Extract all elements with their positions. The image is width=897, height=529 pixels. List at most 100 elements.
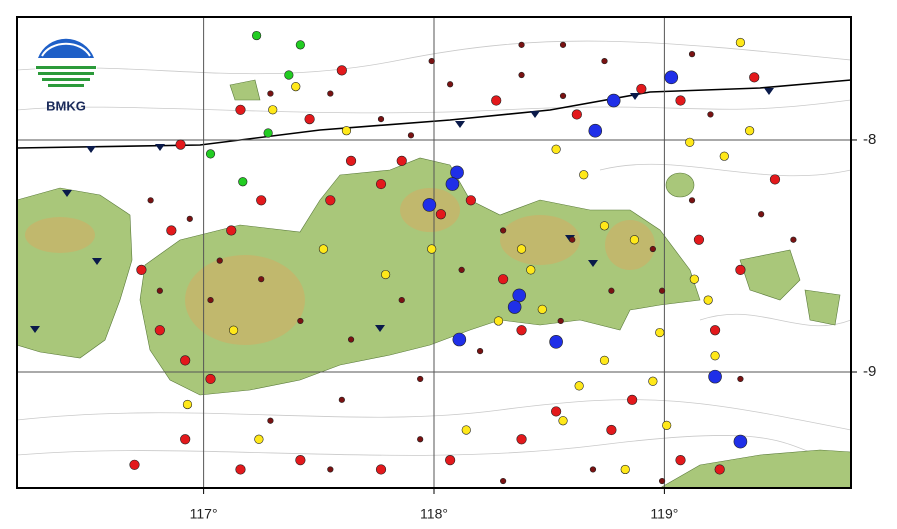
epicenter (137, 265, 147, 275)
epicenter (256, 195, 266, 205)
epicenter (650, 246, 656, 252)
epicenter (255, 435, 264, 444)
epicenter (637, 84, 647, 94)
epicenter (446, 178, 459, 191)
epicenter (296, 41, 305, 50)
epicenter (791, 237, 797, 243)
y-tick-label: -8 (863, 131, 876, 148)
epicenter (575, 382, 584, 391)
epicenter (589, 124, 602, 137)
epicenter (298, 318, 304, 324)
epicenter (342, 126, 351, 135)
epicenter (665, 71, 678, 84)
epicenter (517, 245, 526, 254)
epicenter (649, 377, 658, 386)
epicenter (291, 82, 300, 91)
epicenter (662, 421, 671, 430)
epicenter (621, 465, 630, 474)
epicenter (738, 376, 744, 382)
epicenter (346, 156, 356, 166)
epicenter (268, 418, 274, 424)
epicenter (770, 175, 780, 185)
epicenter (268, 106, 277, 115)
epicenter (600, 222, 609, 231)
epicenter (285, 71, 294, 80)
epicenter (659, 478, 665, 484)
epicenter (381, 270, 390, 279)
epicenter (229, 326, 238, 335)
epicenter (417, 376, 423, 382)
epicenter (710, 325, 720, 335)
epicenter (176, 140, 186, 150)
epicenter (408, 133, 414, 139)
epicenter (348, 337, 354, 343)
epicenter (519, 72, 525, 78)
epicenter (238, 177, 247, 186)
epicenter (226, 226, 236, 236)
epicenter (376, 179, 386, 189)
epicenter (715, 465, 725, 475)
epicenter (659, 288, 665, 294)
epicenter (627, 395, 637, 405)
epicenter (399, 297, 405, 303)
epicenter (551, 407, 561, 417)
epicenter (734, 435, 747, 448)
x-tick-label: 118° (420, 506, 448, 522)
epicenter (459, 267, 465, 273)
epicenter (326, 195, 336, 205)
epicenter (206, 374, 216, 384)
epicenter (494, 317, 503, 326)
epicenter (397, 156, 407, 166)
epicenter (745, 126, 754, 135)
epicenter (704, 296, 713, 305)
epicenter (445, 455, 455, 465)
epicenter (694, 235, 704, 245)
epicenter (630, 235, 639, 244)
epicenter (720, 152, 729, 161)
epicenter (429, 58, 435, 64)
epicenter (453, 333, 466, 346)
epicenter (206, 150, 215, 159)
epicenter (130, 460, 140, 470)
epicenter (690, 275, 699, 284)
epicenter (689, 51, 695, 57)
epicenter (559, 416, 568, 425)
epicenter (526, 266, 535, 275)
epicenter (167, 226, 177, 236)
basemap (17, 17, 851, 488)
epicenter (491, 96, 501, 106)
epicenter (236, 465, 246, 475)
epicenter (264, 129, 273, 138)
epicenter (517, 325, 527, 335)
x-tick-label: 119° (650, 506, 678, 522)
epicenter (319, 245, 328, 254)
epicenter (436, 209, 446, 219)
epicenter (736, 38, 745, 47)
epicenter (513, 289, 526, 302)
epicenter (607, 94, 620, 107)
epicenter (339, 397, 345, 403)
epicenter (498, 274, 508, 284)
epicenter (157, 288, 163, 294)
epicenter (736, 265, 746, 275)
epicenter (655, 328, 664, 337)
epicenter (187, 216, 193, 222)
epicenter (376, 465, 386, 475)
epicenter (676, 96, 686, 106)
epicenter (148, 197, 154, 203)
epicenter (560, 42, 566, 48)
epicenter (708, 112, 714, 118)
epicenter (500, 228, 506, 234)
epicenter (296, 455, 306, 465)
epicenter (180, 434, 190, 444)
epicenter (519, 42, 525, 48)
epicenter (711, 351, 720, 360)
epicenter (477, 348, 483, 354)
epicenter (180, 356, 190, 366)
epicenter (609, 288, 615, 294)
epicenter (600, 356, 609, 365)
epicenter (590, 467, 596, 473)
epicenter (208, 297, 214, 303)
epicenter (538, 305, 547, 314)
y-tick-label: -9 (863, 363, 876, 380)
